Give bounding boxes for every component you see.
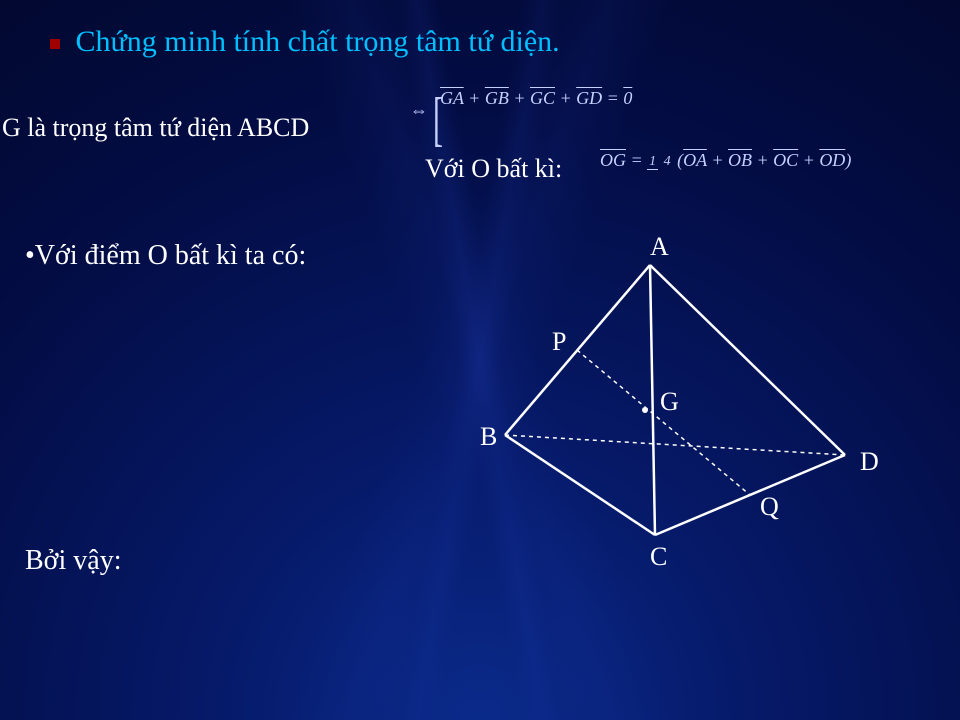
title-text: Chứng minh tính chất trọng tâm tứ diện. [76, 25, 560, 58]
proof-line: •Với điểm O bất kì ta có: [25, 240, 306, 272]
label-C: C [650, 542, 667, 571]
edge-AC [650, 265, 655, 535]
edge-AD [650, 265, 845, 455]
eq1-rhs: 0 [623, 88, 632, 108]
edge-PQ [577, 350, 750, 495]
fraction: 1 4 [647, 155, 673, 169]
label-Q: Q [760, 492, 779, 521]
edge-BC [505, 435, 655, 535]
frac-den: 4 [662, 154, 673, 169]
label-P: P [552, 327, 566, 356]
bullet-icon [50, 39, 60, 49]
eq2-term: OC [773, 150, 798, 170]
eq1-term: GC [530, 88, 555, 108]
label-G: G [660, 387, 679, 416]
frac-num: 1 [647, 154, 658, 170]
iff-symbol: ⇔ [410, 100, 428, 121]
eq1-term: GA [440, 88, 464, 108]
centroid-dot [642, 407, 648, 413]
label-A: A [650, 235, 669, 261]
tetrahedron-diagram: A B C D P Q G [460, 235, 890, 575]
eq2-prefix: Với O bất kì: [425, 154, 562, 184]
eq1-term: GD [576, 88, 602, 108]
eq2-term: OB [728, 150, 752, 170]
label-D: D [860, 447, 879, 476]
eq2-term: OA [683, 150, 707, 170]
statement-text: G là trọng tâm tứ diện ABCD [2, 113, 309, 143]
slide-title: Chứng minh tính chất trọng tâm tứ diện. [50, 25, 560, 59]
equation-2: OG = 1 4 (OA + OB + OC + OD) [600, 150, 851, 171]
eq2-lhs: OG [600, 150, 626, 170]
edge-BD [505, 435, 845, 455]
equation-1: GA + GB + GC + GD = 0 [440, 88, 632, 109]
eq1-term: GB [485, 88, 509, 108]
eq2-term: OD [819, 150, 845, 170]
conclusion-line: Bởi vậy: [25, 545, 121, 577]
label-B: B [480, 422, 497, 451]
